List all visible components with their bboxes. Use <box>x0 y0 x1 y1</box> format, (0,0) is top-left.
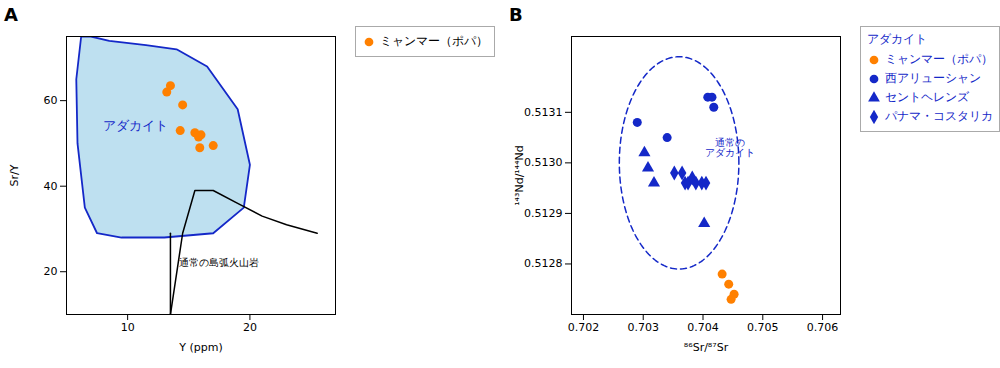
svg-text:0.703: 0.703 <box>627 321 659 334</box>
svg-text:40: 40 <box>44 180 58 193</box>
svg-text:0.5129: 0.5129 <box>524 207 563 220</box>
html-text:A: A <box>4 4 18 25</box>
svg-text:Y (ppm): Y (ppm) <box>178 341 222 354</box>
html-text:西アリューシャン: 西アリューシャン <box>885 71 981 85</box>
svg-text:アダカイト: アダカイト <box>103 118 168 133</box>
svg-text:0.5130: 0.5130 <box>524 156 563 169</box>
html-text:ミャンマー（ポパ）: ミャンマー（ポパ） <box>380 34 488 48</box>
svg-text:Sr/Y: Sr/Y <box>8 164 21 186</box>
svg-text:0.5128: 0.5128 <box>524 257 563 270</box>
svg-text:20: 20 <box>44 265 58 278</box>
svg-text:通常のアダカイト: 通常のアダカイト <box>705 137 755 158</box>
svg-text:0.5131: 0.5131 <box>524 106 563 119</box>
svg-text:通常の島弧火山岩: 通常の島弧火山岩 <box>179 257 259 268</box>
html-text:セントヘレンズ: セントヘレンズ <box>885 90 969 104</box>
svg-text:0.706: 0.706 <box>807 321 839 334</box>
html-text:B: B <box>509 4 523 25</box>
svg-text:0.705: 0.705 <box>747 321 779 334</box>
svg-text:0.702: 0.702 <box>568 321 600 334</box>
svg-text:¹⁴³Nd/¹⁴⁴Nd: ¹⁴³Nd/¹⁴⁴Nd <box>513 145 526 206</box>
svg-text:0.704: 0.704 <box>687 321 719 334</box>
svg-text:20: 20 <box>243 321 257 334</box>
html-text:アダカイト: アダカイト <box>867 32 927 46</box>
svg-text:60: 60 <box>44 94 58 107</box>
svg-text:10: 10 <box>121 321 135 334</box>
html-text:ミャンマー（ポパ）: ミャンマー（ポパ） <box>885 52 993 66</box>
html-text:パナマ・コスタリカ: パナマ・コスタリカ <box>885 109 993 123</box>
svg-text:⁸⁶Sr/⁸⁷Sr: ⁸⁶Sr/⁸⁷Sr <box>684 341 729 354</box>
